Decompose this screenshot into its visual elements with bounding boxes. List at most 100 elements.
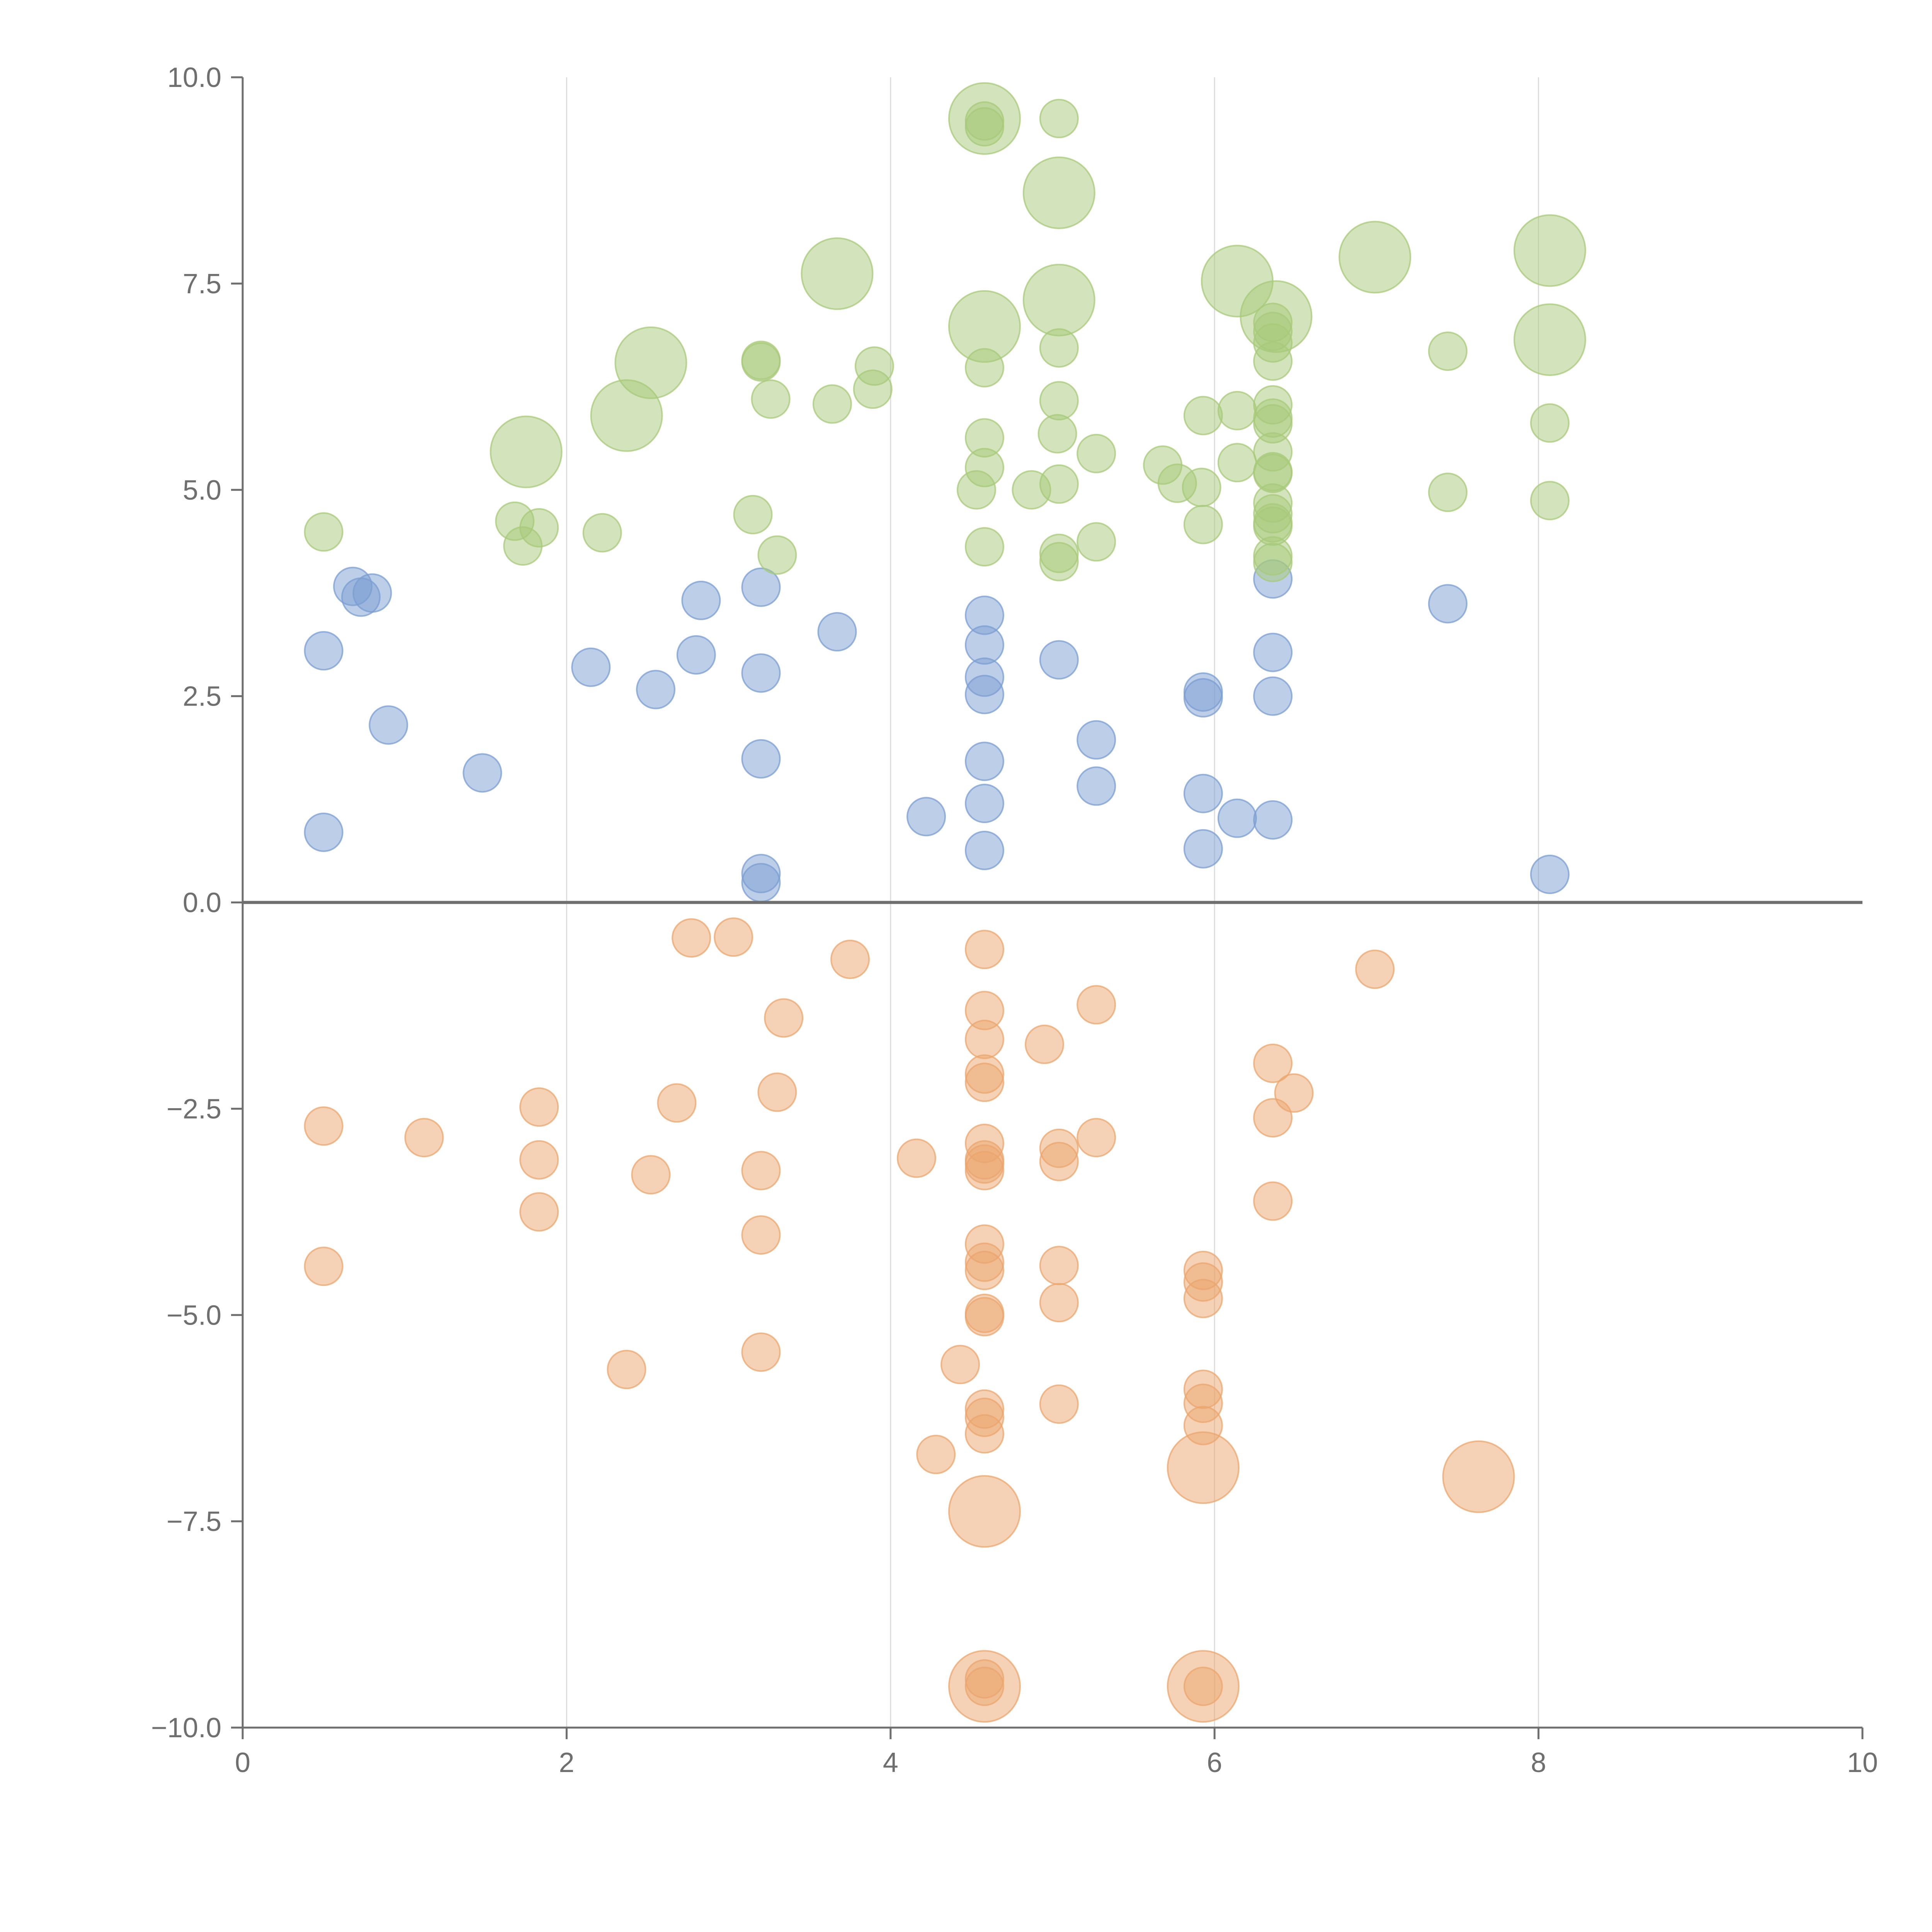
- orange-data-point: [741, 1332, 781, 1372]
- blue-data-point: [964, 830, 1004, 870]
- data-points: [304, 82, 1586, 1723]
- green-data-point: [1217, 443, 1257, 483]
- blue-data-point: [1530, 854, 1570, 894]
- green-data-point: [1183, 505, 1223, 544]
- green-data-point: [948, 82, 1021, 155]
- orange-data-point: [964, 1250, 1004, 1290]
- orange-data-point: [940, 1345, 980, 1384]
- green-data-point: [956, 470, 996, 510]
- y-axis-ticks: 10.0 7.5 5.0 2.5 0.0 −2.5 −5.0 −7.5 −10.0: [151, 62, 243, 1743]
- green-data-point: [582, 513, 622, 553]
- green-data-point: [1513, 303, 1586, 376]
- orange-data-point: [1253, 1043, 1293, 1083]
- orange-data-point: [1039, 1142, 1079, 1182]
- orange-data-point: [519, 1192, 559, 1232]
- green-data-point: [1513, 214, 1586, 287]
- blue-data-point: [636, 670, 675, 709]
- orange-data-point: [657, 1083, 697, 1123]
- y-tick-label: 5.0: [183, 475, 221, 506]
- green-data-point: [1039, 464, 1079, 504]
- orange-data-point: [607, 1350, 646, 1389]
- orange-data-point: [757, 1072, 797, 1112]
- orange-data-point: [304, 1106, 344, 1146]
- green-data-point: [1182, 468, 1221, 507]
- blue-data-point: [964, 675, 1004, 714]
- green-data-point: [741, 342, 781, 382]
- green-data-point: [1253, 341, 1293, 381]
- orange-data-point: [1025, 1024, 1065, 1064]
- blue-data-point: [304, 631, 344, 671]
- green-data-point: [812, 384, 852, 424]
- green-data-point: [1037, 414, 1077, 454]
- blue-data-point: [1183, 774, 1223, 813]
- y-tick-label: −5.0: [167, 1300, 221, 1331]
- blue-data-point: [1077, 766, 1116, 806]
- orange-data-point: [948, 1475, 1021, 1548]
- y-tick-label: 10.0: [167, 62, 221, 93]
- green-data-point: [1039, 328, 1079, 368]
- green-data-point: [964, 527, 1004, 567]
- green-data-point: [964, 348, 1004, 388]
- blue-data-point: [681, 580, 721, 620]
- green-data-point: [1253, 543, 1293, 582]
- green-data-point: [614, 326, 687, 399]
- orange-data-point: [916, 1435, 956, 1475]
- green-data-point: [490, 415, 563, 488]
- orange-data-point: [964, 930, 1004, 969]
- green-data-point: [1077, 434, 1116, 473]
- blue-data-point: [352, 573, 392, 613]
- orange-data-point: [764, 998, 804, 1038]
- green-data-point: [1428, 331, 1468, 371]
- blue-data-point: [741, 567, 781, 607]
- orange-data-point: [304, 1247, 344, 1286]
- blue-data-point: [906, 797, 946, 837]
- orange-data-point: [741, 1151, 781, 1190]
- x-tick-label: 6: [1207, 1747, 1222, 1778]
- green-data-point: [1022, 156, 1095, 229]
- green-data-point: [304, 512, 344, 552]
- blue-data-point: [964, 784, 1004, 823]
- y-tick-label: −7.5: [167, 1506, 221, 1537]
- orange-data-point: [741, 1215, 781, 1255]
- y-tick-label: 7.5: [183, 269, 221, 299]
- blue-data-point: [1039, 640, 1079, 680]
- blue-data-point: [741, 739, 781, 779]
- x-tick-label: 0: [235, 1747, 250, 1778]
- orange-data-point: [1442, 1440, 1515, 1513]
- blue-data-point: [571, 647, 611, 687]
- blue-data-point: [304, 812, 344, 852]
- orange-data-point: [519, 1087, 559, 1127]
- series-orange: [304, 917, 1515, 1723]
- blue-data-point: [1183, 829, 1223, 869]
- blue-data-point: [741, 653, 781, 693]
- orange-data-point: [519, 1140, 559, 1180]
- green-data-point: [1530, 481, 1570, 520]
- green-data-point: [757, 535, 797, 575]
- green-data-point: [751, 379, 791, 419]
- blue-data-point: [964, 742, 1004, 781]
- green-data-point: [1039, 542, 1079, 582]
- green-data-point: [1039, 99, 1079, 138]
- orange-data-point: [1355, 949, 1395, 989]
- green-data-point: [1077, 522, 1116, 562]
- blue-data-point: [1217, 798, 1257, 838]
- orange-data-point: [948, 1650, 1021, 1723]
- orange-data-point: [964, 1019, 1004, 1059]
- orange-data-point: [1183, 1279, 1223, 1318]
- blue-data-point: [1253, 800, 1293, 840]
- series-blue: [304, 559, 1570, 903]
- green-data-point: [801, 237, 874, 310]
- blue-data-point: [1253, 633, 1293, 672]
- orange-data-point: [1167, 1650, 1240, 1723]
- green-data-point: [1217, 391, 1257, 430]
- orange-data-point: [964, 1151, 1004, 1190]
- y-tick-label: 0.0: [183, 888, 221, 918]
- green-data-point: [1338, 221, 1412, 294]
- blue-data-point: [1183, 678, 1223, 718]
- blue-data-point: [1253, 676, 1293, 716]
- blue-data-point: [1077, 720, 1116, 760]
- green-data-point: [1428, 473, 1468, 512]
- green-data-point: [854, 346, 894, 386]
- blue-data-point: [676, 635, 716, 675]
